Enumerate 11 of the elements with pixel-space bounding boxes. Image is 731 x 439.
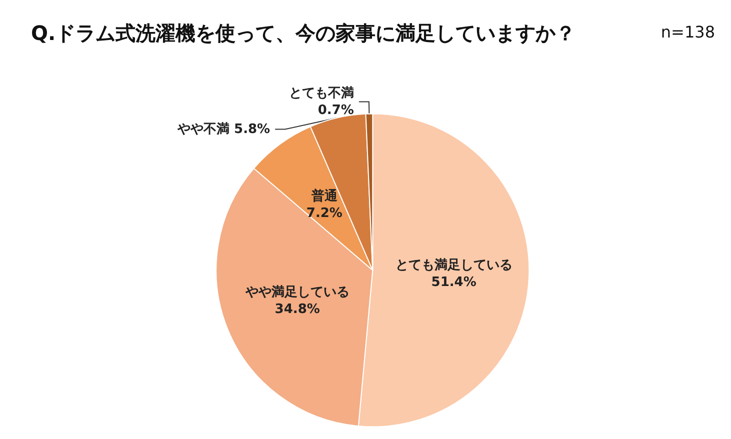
slice-label: とても不満 bbox=[288, 86, 354, 101]
slice-label: やや不満 5.8% bbox=[176, 122, 270, 137]
slice-label: とても満足している bbox=[395, 258, 512, 273]
data-label: 7.2% bbox=[306, 206, 342, 221]
data-label: 34.8% bbox=[274, 302, 320, 317]
text: n=138 bbox=[660, 22, 716, 42]
slice-label: 普通 bbox=[310, 188, 338, 204]
chart-title: Q.ドラム式洗濯機を使って、今の家事に満足していますか？ bbox=[31, 21, 576, 45]
data-label: 0.7% bbox=[318, 102, 354, 118]
data-label: 51.4% bbox=[431, 274, 476, 290]
slice-label: やや満足している bbox=[244, 284, 350, 300]
